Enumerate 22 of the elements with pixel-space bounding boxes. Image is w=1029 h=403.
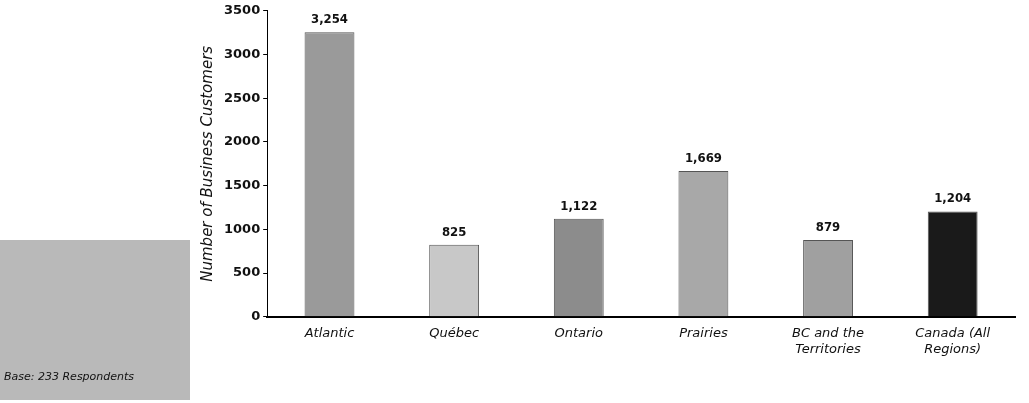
x-tick-label: Atlantic <box>303 324 355 340</box>
y-tick-label: 1000 <box>223 220 261 236</box>
data-label: 825 <box>441 223 467 239</box>
x-tick-label: Québec <box>429 324 480 340</box>
x-tick-label: Prairies <box>679 324 728 340</box>
y-tick-label: 2000 <box>223 133 261 149</box>
data-label: 3,254 <box>311 11 348 27</box>
data-label: 879 <box>815 218 841 234</box>
y-tick-label: 500 <box>233 264 261 280</box>
text: Base: 233 Respondents <box>4 370 135 383</box>
y-tick-label: 3000 <box>223 45 261 61</box>
data-label: 1,122 <box>560 197 598 213</box>
x-tick-label: Canada (All Regions) <box>915 324 991 356</box>
data-label: 1,204 <box>934 190 972 206</box>
y-tick-label: 0 <box>251 308 261 324</box>
y-axis-title: Number of Business Customers <box>197 45 216 282</box>
x-tick-label: BC and the Territories <box>792 324 865 356</box>
y-tick-label: 2500 <box>223 89 261 105</box>
x-tick-label: Ontario <box>554 324 604 340</box>
y-tick-label: 1500 <box>223 177 261 193</box>
data-label: 1,669 <box>684 149 722 165</box>
y-tick-label: 3500 <box>223 2 261 18</box>
